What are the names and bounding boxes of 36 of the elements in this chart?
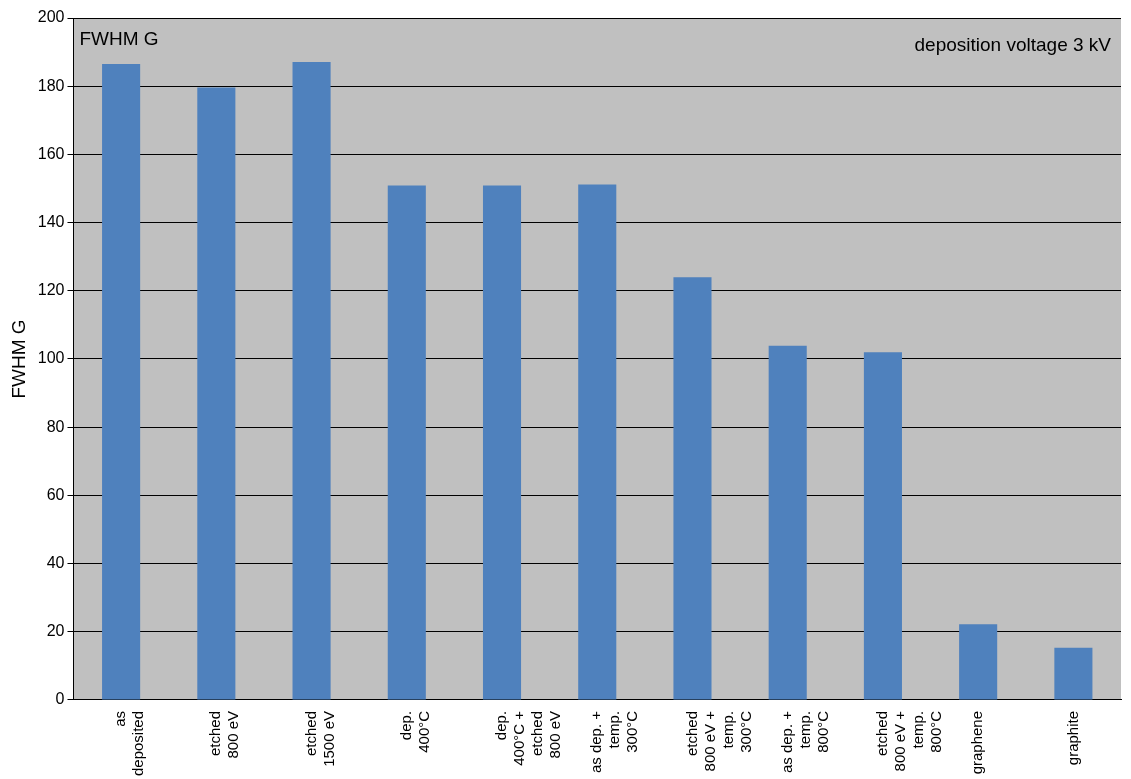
- bar: [292, 61, 331, 700]
- bar: [197, 87, 236, 700]
- y-tick-label: 60: [46, 485, 65, 503]
- y-tick-label: 20: [46, 622, 65, 640]
- bar: [578, 184, 617, 700]
- annotation: deposition voltage 3 kV: [914, 33, 1112, 55]
- bar: [387, 185, 426, 700]
- x-tick-label: as deposited: [111, 710, 147, 777]
- x-tick-label: graphene: [968, 710, 986, 775]
- y-tick-label: 0: [55, 690, 65, 708]
- y-tick-label: 160: [37, 144, 65, 162]
- y-tick-label: 40: [46, 553, 65, 571]
- y-axis-title: FWHM G: [7, 319, 29, 399]
- y-tick-label: 80: [46, 417, 65, 435]
- x-tick-label: graphite: [1063, 710, 1081, 766]
- x-tick-label: etched 1500 eV: [301, 710, 337, 767]
- y-tick-label: 140: [37, 212, 65, 230]
- x-tick-label: etched 800 eV: [206, 710, 242, 759]
- bar: [102, 64, 141, 700]
- x-tick-label: as dep. + temp. 300°C: [587, 710, 641, 774]
- y-tick-label: 100: [37, 349, 65, 367]
- x-tick-label: etched 800 eV + temp. 800°C: [873, 710, 945, 772]
- x-tick-label: etched 800 eV + temp. 300°C: [682, 710, 754, 772]
- bar: [959, 624, 998, 700]
- bar: [482, 185, 522, 700]
- x-tick-label: as dep. + temp. 800°C: [777, 710, 831, 774]
- x-tick-label: dep. 400°C: [396, 710, 432, 753]
- y-tick-label: 200: [37, 8, 65, 26]
- y-tick-label: 180: [37, 76, 65, 94]
- x-tick-label: dep. 400°C + etched 800 eV: [492, 710, 564, 766]
- bar: [768, 345, 807, 700]
- bar: [673, 277, 712, 700]
- annotation: FWHM G: [79, 27, 159, 49]
- bar: [863, 352, 902, 700]
- y-tick-label: 120: [37, 281, 65, 299]
- bar: [1054, 647, 1093, 700]
